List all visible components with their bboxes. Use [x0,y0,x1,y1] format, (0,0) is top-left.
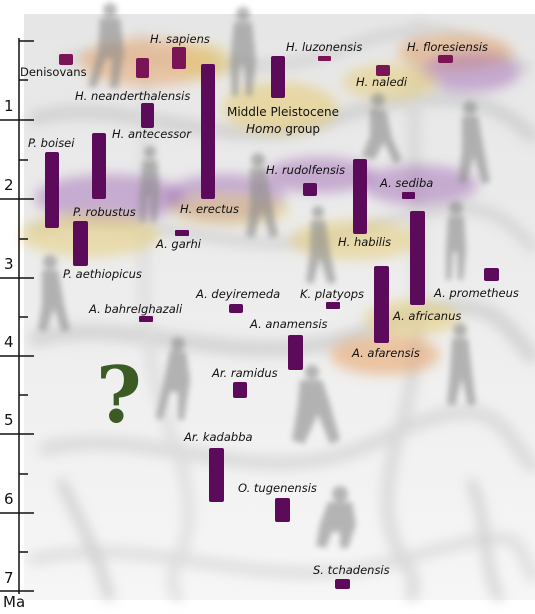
silhouette-standing-3 [446,201,466,280]
bar-s-tchadensis [335,579,350,589]
tick-label-6: 6 [4,490,14,508]
bar-p-aethiopicus [73,221,88,266]
bar-a-deyiremeda [229,304,243,313]
bar-middle-pleistocene [271,56,285,98]
bar-h-sapiens-2 [172,47,186,69]
silhouette-walker-4 [306,206,336,284]
label-h-erectus: H. erectus [180,202,239,216]
label-a-garhi: A. garhi [156,237,201,251]
label-a-sediba: A. sediba [380,176,434,190]
bar-a-prometheus [484,268,499,281]
hominin-silhouettes [38,3,490,548]
label-middle-pleistocene-group: Middle Pleistocene Homo group [220,104,346,138]
bar-h-habilis [353,159,367,234]
bar-p-boisei [92,133,106,199]
group-line-1: Middle Pleistocene [226,105,339,119]
label-a-deyiremeda: A. deyiremeda [196,287,281,301]
label-a-prometheus: A. prometheus [434,286,519,300]
silhouette-runner [362,93,402,164]
tick-label-3: 3 [4,255,14,273]
label-k-platyops: K. platyops [300,287,365,301]
time-axis [0,38,34,594]
axis-unit-label: Ma [3,593,26,611]
group-line-2: Homo [245,122,282,136]
bar-h-erectus [201,64,215,199]
bar-a-africanus [410,211,425,305]
bar-h-sapiens-1 [136,58,149,78]
silhouette-standing-2 [140,146,160,222]
silhouette-walker-1 [88,3,124,88]
label-h-antecessor: H. antecessor [112,127,192,141]
bar-h-luzonensis [318,56,331,61]
unknown-origin-question-mark: ? [96,350,142,441]
label-p-boisei: P. boisei [28,136,75,150]
label-h-neanderthalensis: H. neanderthalensis [75,89,191,103]
label-h-sapiens: H. sapiens [150,32,210,46]
bar-k-platyops [326,302,340,309]
label-p-robustus: P. robustus [73,205,136,219]
bar-ar-kadabba [209,448,224,502]
tick-label-4: 4 [4,333,14,351]
bar-a-sediba [402,192,415,199]
silhouette-stooped [156,337,190,420]
tick-label-5: 5 [4,411,14,429]
label-a-afarensis: A. afarensis [352,346,420,360]
bar-h-floresiensis [438,55,453,63]
label-denisovans: Denisovans [20,65,87,79]
label-a-anamensis: A. anamensis [250,317,328,331]
bar-ar-ramidus [233,382,247,398]
silhouette-walker-2 [458,101,490,184]
label-o-tugenensis: O. tugenensis [238,481,317,495]
label-s-tchadensis: S. tchadensis [313,563,390,577]
bar-a-garhi [175,230,189,236]
label-a-bahrelghazali: A. bahrelghazali [89,302,183,316]
bar-a-bahrelghazali [139,316,153,322]
label-h-floresiensis: H. floresiensis [407,40,488,54]
silhouette-walker-3 [246,153,278,238]
label-ar-ramidus: Ar. ramidus [212,366,278,380]
tick-label-7: 7 [4,569,14,587]
silhouette-climber [292,365,340,444]
bar-a-anamensis [288,335,303,370]
group-line-3: group [285,122,321,136]
bar-h-naledi [376,65,390,76]
tick-label-1: 1 [4,97,14,115]
label-ar-kadabba: Ar. kadabba [184,430,253,444]
bar-denisovans [59,54,73,65]
bar-h-rudolfensis [303,183,317,196]
label-h-habilis: H. habilis [338,235,392,249]
label-h-naledi: H. naledi [356,75,408,89]
label-a-africanus: A. africanus [393,309,462,323]
label-p-aethiopicus: P. aethiopicus [63,267,142,281]
bar-h-antecessor [141,103,154,128]
silhouette-walker-6 [447,323,476,406]
label-h-luzonensis: H. luzonensis [286,40,363,54]
bar-a-afarensis [374,266,389,343]
bar-o-tugenensis [275,498,290,522]
tick-label-2: 2 [4,176,14,194]
silhouette-walker-5 [38,255,70,332]
label-h-rudolfensis: H. rudolfensis [266,163,346,177]
species-bars [45,47,499,589]
bar-p-robustus [45,152,59,228]
silhouette-standing-1 [230,7,256,96]
silhouette-ape [316,486,356,548]
